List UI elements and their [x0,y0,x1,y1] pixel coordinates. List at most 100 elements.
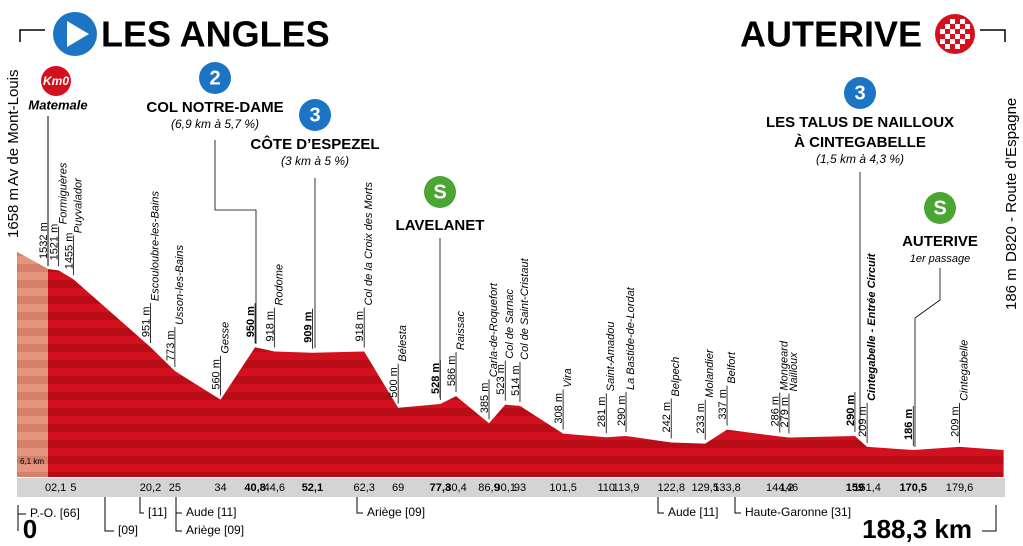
point-name: Belfort [726,351,738,384]
start-km: 0 [23,514,37,544]
point-elevation: 1455 m [63,233,75,270]
point-elevation: 1532 m [38,222,50,259]
point-elevation: 385 m [479,383,491,414]
point-name: Raissac [455,311,467,351]
km-label: 170,5 [900,482,928,494]
flag-square [965,34,970,39]
km-label: 77,3 [430,482,451,494]
point-name: Belpech [670,357,682,397]
km-label: 86,9 [478,482,499,494]
dept-bracket [17,505,26,515]
point-elevation: 337 m [717,389,729,420]
sprint-badge-label: S [433,181,446,203]
flag-square [940,39,945,44]
km-label: 90,1 [495,482,516,494]
point-elevation: 950 m [245,306,257,337]
finish-name: AUTERIVE [740,14,922,55]
point-elevation: 951 m [140,307,152,338]
department: Ariège [09] [367,505,425,519]
point-elevation: 233 m [695,403,707,434]
flag-square [950,39,955,44]
dept-bracket [175,497,182,532]
finish-road: D820 - Route d’Espagne [1003,98,1020,262]
bracket [982,505,997,532]
sprint-name: LAVELANET [396,217,485,234]
km-label: 2,1 [51,482,66,494]
point-elevation: 209 m [857,406,869,437]
climb-category: 3 [854,82,865,104]
point-name: Col de Saint-Cristaut [519,257,531,359]
point-elevation: 308 m [553,393,565,424]
climb-category: 2 [209,67,220,89]
bracket [980,29,1006,42]
dept-bracket [175,497,182,514]
dept-bracket [657,497,664,514]
climb-name: LES TALUS DE NAILLOUX [766,114,954,131]
km-label: 62,3 [353,482,374,494]
point-elevation: 918 m [264,311,276,342]
point-elevation: 290 m [616,395,628,426]
finish-elevation: 186 m [1003,268,1020,310]
department: Haute-Garonne [31] [745,505,851,519]
point-elevation: 290 m [845,395,857,426]
km0-label: Km0 [43,74,69,88]
bracket [19,29,45,42]
point-name: Puyvalador [72,177,84,233]
climb-name: À CINTEGABELLE [794,134,926,151]
km-label: 40,8 [244,482,265,494]
km0-place: Matemale [28,97,87,112]
point-elevation: 560 m [210,359,222,390]
point-elevation: 514 m [510,365,522,396]
start-name: LES ANGLES [101,14,330,55]
flag-square [955,44,960,49]
point-name: Usson-les-Bains [174,244,186,325]
point-name: Rodome [273,264,285,306]
climb-detail: (1,5 km à 4,3 %) [816,152,904,166]
point-name: Vira [562,368,574,387]
flag-square [960,29,965,34]
sprint-badge [924,192,956,224]
point-name: Gesse [219,322,231,354]
climb-name: CÔTE D’ESPEZEL [250,135,379,153]
point-elevation: 242 m [661,402,673,433]
dept-bracket [734,497,741,514]
km-bar [17,478,1005,497]
point-elevation: 586 m [446,356,458,387]
point-elevation: 186 m [903,409,915,440]
point-elevation: 909 m [302,311,314,342]
point-name: Col de Sarnac [504,288,516,358]
flag-square [940,29,945,34]
km-label: 159 [846,482,864,494]
point-elevation: 500 m [388,367,400,398]
flag-square [950,19,955,24]
km-label: 101,5 [549,482,577,494]
climb-detail: (6,9 km à 5,7 %) [171,117,259,131]
km-label: 0 [45,482,51,494]
km-label: 161,4 [853,482,881,494]
climb-name: COL NOTRE-DAME [146,99,283,116]
point-elevation: 528 m [430,363,442,394]
dept-bracket [356,497,363,514]
point-name: Bélesta [397,325,409,362]
profile [17,251,1004,477]
finish-km: 188,3 km [862,514,972,544]
point-name: Formiguères [58,162,70,224]
km-label: 5 [70,482,76,494]
climb-line [214,140,257,344]
start-elevation: 1658 m [5,188,22,238]
climb-category: 3 [309,104,320,126]
km-label: 93 [514,482,526,494]
flag-square [960,39,965,44]
km-label: 122,8 [657,482,685,494]
km-label: 20,2 [140,482,161,494]
department: Ariège [09] [186,523,244,537]
km-label: 34 [214,482,226,494]
flag-square [950,29,955,34]
point-elevation: 279 m [779,397,791,428]
km-label: 44,6 [264,482,285,494]
dept-bracket [139,497,144,514]
department: Aude [11] [668,505,718,519]
km-label: 80,4 [445,482,466,494]
department: [09] [118,523,138,537]
point-elevation: 918 m [354,311,366,342]
